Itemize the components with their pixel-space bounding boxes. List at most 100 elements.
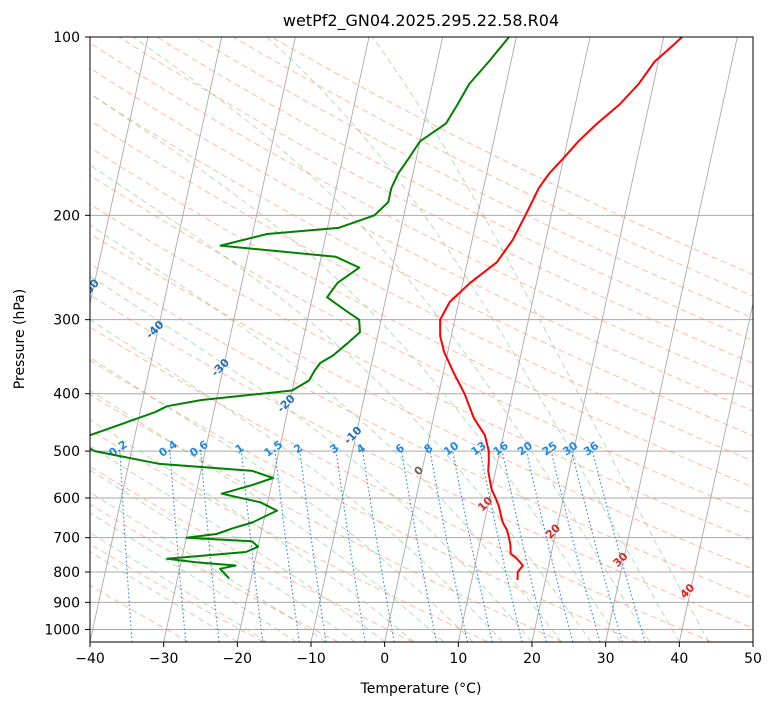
dry-adiabat — [90, 146, 753, 488]
x-tick-label: −30 — [149, 651, 179, 667]
mixing-ratio-line — [169, 451, 187, 642]
moist-adiabat — [90, 164, 592, 642]
mixing-ratio-line — [299, 451, 327, 642]
mixing-ratio-line — [571, 450, 623, 642]
theta-label: 30 — [611, 549, 631, 569]
isotherm-line — [90, 37, 223, 642]
mixing-ratio-line — [550, 450, 601, 642]
mixing-ratio-label: 36 — [581, 439, 601, 459]
moist-adiabat — [90, 389, 444, 642]
y-tick-label: 600 — [53, 491, 80, 507]
moist-adiabat — [90, 469, 356, 642]
moist-adiabat — [90, 319, 503, 642]
moist-adiabat — [90, 491, 326, 642]
mixing-ratio-label: 1.5 — [262, 438, 285, 460]
x-tick-label: −40 — [75, 651, 105, 667]
y-tick-label: 700 — [53, 531, 80, 547]
moist-adiabat — [372, 37, 710, 642]
x-tick-label: −10 — [296, 651, 326, 667]
mixing-ratio-line — [479, 450, 523, 642]
moist-adiabat — [90, 445, 386, 642]
y-tick-label: 200 — [53, 208, 80, 224]
y-axis: 100 200 300 400 500 600 700 800 900 1000 — [44, 30, 90, 638]
mixing-ratio-line — [119, 451, 133, 642]
mixing-ratio-line — [200, 451, 220, 642]
isotherm-label: -40 — [143, 318, 166, 341]
y-tick-label: 500 — [53, 444, 80, 460]
isotherm-label: -60 — [16, 228, 39, 251]
moist-adiabat — [90, 224, 562, 642]
moist-adiabat — [90, 532, 268, 642]
mixing-ratio-label: 30 — [560, 439, 580, 459]
isotherm-label: -20 — [275, 392, 298, 415]
dry-adiabat — [90, 119, 753, 462]
moist-adiabat — [90, 275, 533, 642]
dry-adiabat — [194, 37, 753, 319]
dry-adiabat — [90, 203, 753, 542]
mixing-ratio-label: 0.4 — [156, 438, 180, 460]
isotherm-line — [0, 37, 1, 642]
x-tick-label: 30 — [597, 651, 615, 667]
mixing-ratio-label: 10 — [441, 439, 461, 459]
dry-adiabat — [90, 232, 753, 570]
dry-adiabat — [90, 326, 712, 642]
mixing-ratio-line — [525, 450, 574, 642]
y-axis-label: Pressure (hPa) — [12, 289, 28, 389]
dry-adiabat — [90, 174, 753, 515]
theta-label: 0 — [412, 463, 427, 478]
isotherm-line — [678, 301, 753, 642]
mixing-ratio-line — [240, 451, 264, 642]
mixing-ratio-label: 4 — [354, 441, 368, 456]
isotherm-label: -30 — [209, 356, 232, 379]
dry-adiabat — [232, 37, 753, 297]
isotherm-line — [384, 37, 517, 642]
mixing-ratio-label: 20 — [515, 439, 535, 459]
dry-adiabat — [90, 294, 753, 629]
chart-title: wetPf2_GN04.2025.295.22.58.R04 — [283, 11, 559, 31]
isotherm-line — [236, 37, 370, 642]
dry-adiabat — [156, 37, 753, 341]
x-tick-label: 40 — [670, 651, 688, 667]
dry-adiabat — [90, 67, 753, 412]
dry-adiabat — [90, 263, 753, 599]
x-tick-label: 50 — [744, 651, 762, 667]
plot-frame — [89, 36, 754, 643]
moist-adiabat — [90, 92, 621, 642]
x-tick-label: 20 — [523, 651, 541, 667]
mixing-ratio-line — [274, 451, 300, 642]
y-tick-label: 800 — [53, 565, 80, 581]
plot-area: 0.10.20.40.611.52346810131620253036-100-… — [0, 37, 753, 642]
y-tick-label: 300 — [53, 313, 80, 329]
x-tick-label: −20 — [223, 651, 253, 667]
isotherm-line — [163, 37, 296, 642]
dry-adiabat — [90, 543, 264, 642]
isotherm-line — [90, 37, 149, 306]
moist-adiabat — [90, 512, 297, 642]
y-tick-label: 100 — [53, 30, 80, 46]
dry-adiabat — [90, 93, 753, 437]
dry-adiabat — [90, 466, 414, 642]
theta-label: 10 — [475, 494, 495, 514]
x-tick-label: 10 — [449, 651, 467, 667]
mixing-ratio-label: 1 — [233, 441, 247, 456]
moist-adiabat — [90, 551, 238, 642]
dry-adiabat — [118, 37, 753, 364]
x-tick-label: 0 — [380, 651, 389, 667]
isotherm-line — [457, 37, 591, 642]
mixing-ratio-label: 16 — [491, 439, 511, 459]
mixing-ratio-label: 8 — [422, 441, 436, 456]
temperature-profile-line — [439, 37, 683, 580]
dry-adiabat — [90, 42, 753, 388]
isotherm-line — [752, 639, 753, 642]
mixing-ratio-line — [335, 451, 366, 642]
y-tick-label: 900 — [53, 595, 80, 611]
y-tick-label: 1000 — [44, 622, 80, 638]
mixing-ratio-line — [452, 450, 493, 642]
dry-adiabat — [90, 359, 638, 642]
isotherm-line — [605, 37, 738, 642]
dry-adiabat — [90, 584, 190, 642]
x-axis-label: Temperature (°C) — [360, 681, 482, 697]
mixing-ratio-line — [429, 451, 469, 642]
mixing-ratio-line — [501, 450, 547, 642]
